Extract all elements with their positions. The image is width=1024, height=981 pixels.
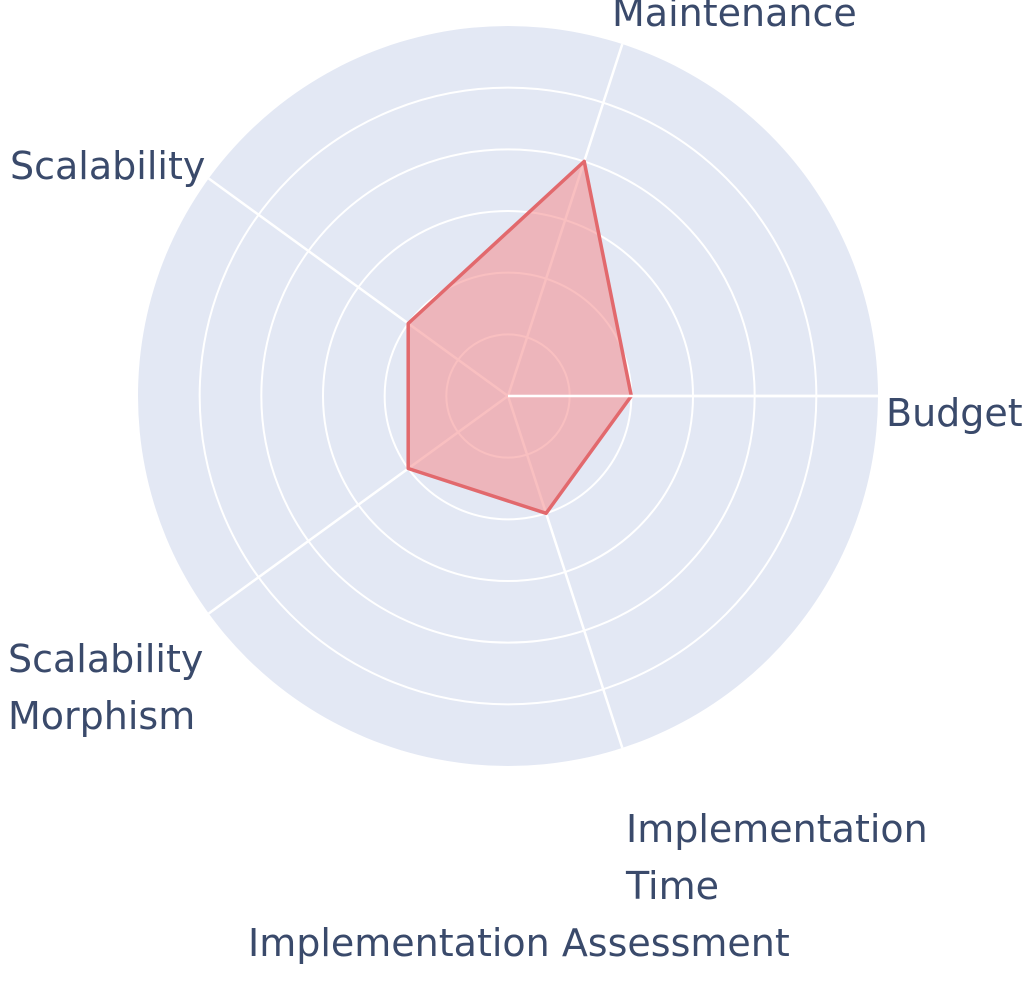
data-polygon <box>406 159 634 516</box>
axis-label-implementation-time: Implementation Time <box>626 807 928 908</box>
axis-label-budget: Budget <box>886 391 1023 435</box>
axis-label-scalability-morphism: Scalability Morphism <box>8 637 204 738</box>
chart-title: Implementation Assessment <box>248 921 790 965</box>
axis-label-scalability: Scalability <box>10 144 206 188</box>
axis-label-maintenance: Maintenance <box>612 0 857 35</box>
